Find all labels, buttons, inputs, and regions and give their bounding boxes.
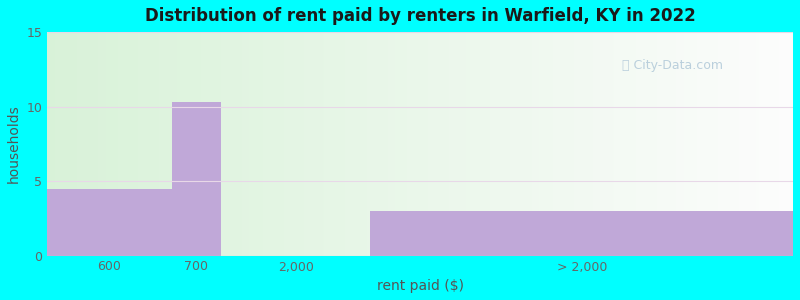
Y-axis label: households: households: [7, 104, 21, 183]
Bar: [47, 189, 171, 256]
Bar: [171, 102, 222, 256]
Title: Distribution of rent paid by renters in Warfield, KY in 2022: Distribution of rent paid by renters in …: [145, 7, 695, 25]
Text: ⓘ City-Data.com: ⓘ City-Data.com: [622, 59, 722, 72]
X-axis label: rent paid ($): rent paid ($): [377, 279, 464, 293]
Bar: [370, 211, 793, 256]
